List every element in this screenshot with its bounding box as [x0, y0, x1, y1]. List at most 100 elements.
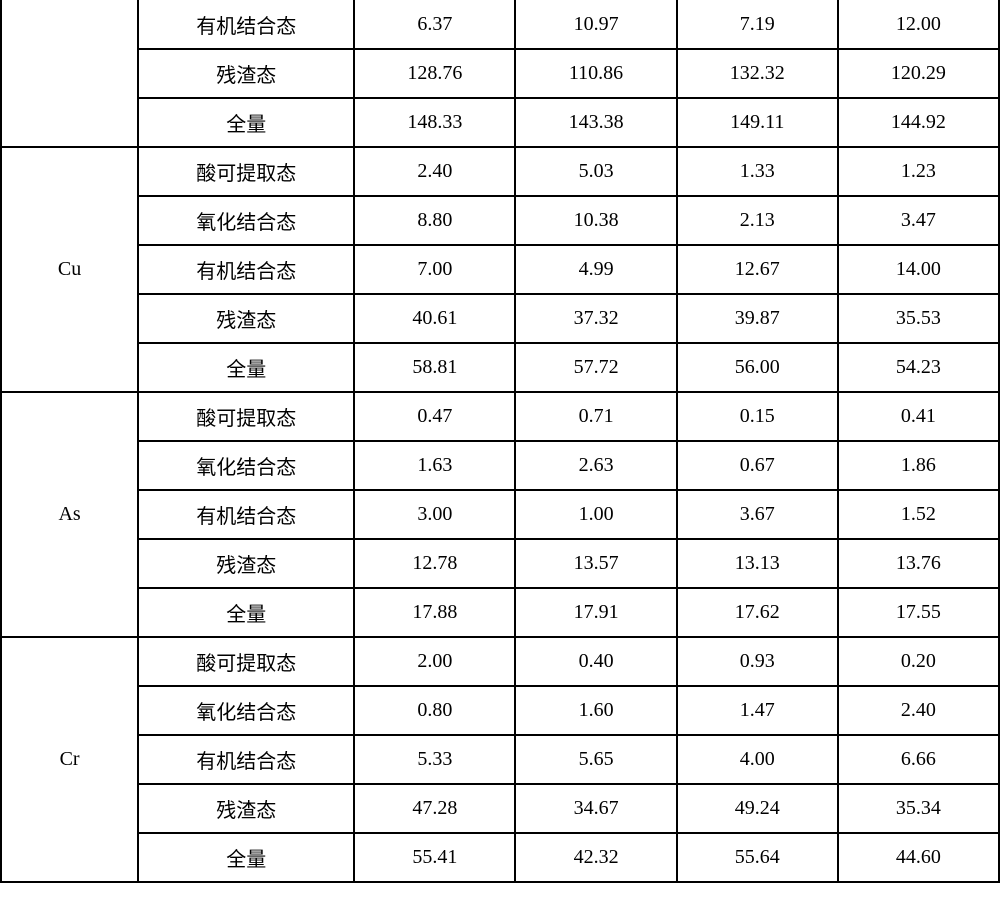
- value-cell: 5.03: [515, 147, 676, 196]
- table-row: 有机结合态 5.33 5.65 4.00 6.66: [1, 735, 999, 784]
- value-cell: 2.63: [515, 441, 676, 490]
- form-cell: 氧化结合态: [138, 441, 354, 490]
- value-cell: 37.32: [515, 294, 676, 343]
- value-cell: 47.28: [354, 784, 515, 833]
- value-cell: 1.23: [838, 147, 999, 196]
- value-cell: 55.41: [354, 833, 515, 882]
- value-cell: 1.47: [677, 686, 838, 735]
- value-cell: 4.00: [677, 735, 838, 784]
- value-cell: 0.67: [677, 441, 838, 490]
- value-cell: 58.81: [354, 343, 515, 392]
- form-cell: 全量: [138, 343, 354, 392]
- value-cell: 7.00: [354, 245, 515, 294]
- value-cell: 35.34: [838, 784, 999, 833]
- form-cell: 残渣态: [138, 294, 354, 343]
- form-cell: 有机结合态: [138, 735, 354, 784]
- value-cell: 0.80: [354, 686, 515, 735]
- value-cell: 12.67: [677, 245, 838, 294]
- form-cell: 有机结合态: [138, 0, 354, 49]
- value-cell: 0.93: [677, 637, 838, 686]
- value-cell: 42.32: [515, 833, 676, 882]
- value-cell: 12.78: [354, 539, 515, 588]
- value-cell: 14.00: [838, 245, 999, 294]
- table-row: 氧化结合态 0.80 1.60 1.47 2.40: [1, 686, 999, 735]
- table-row: 氧化结合态 8.80 10.38 2.13 3.47: [1, 196, 999, 245]
- value-cell: 39.87: [677, 294, 838, 343]
- value-cell: 1.63: [354, 441, 515, 490]
- value-cell: 0.47: [354, 392, 515, 441]
- value-cell: 1.60: [515, 686, 676, 735]
- value-cell: 54.23: [838, 343, 999, 392]
- value-cell: 17.55: [838, 588, 999, 637]
- value-cell: 40.61: [354, 294, 515, 343]
- element-cell: Cu: [1, 147, 138, 392]
- value-cell: 44.60: [838, 833, 999, 882]
- value-cell: 1.52: [838, 490, 999, 539]
- table-row: 有机结合态 7.00 4.99 12.67 14.00: [1, 245, 999, 294]
- form-cell: 残渣态: [138, 49, 354, 98]
- table-row: 残渣态 128.76 110.86 132.32 120.29: [1, 49, 999, 98]
- value-cell: 6.37: [354, 0, 515, 49]
- value-cell: 3.67: [677, 490, 838, 539]
- form-cell: 残渣态: [138, 784, 354, 833]
- value-cell: 8.80: [354, 196, 515, 245]
- element-cell: [1, 0, 138, 147]
- table-row: As 酸可提取态 0.47 0.71 0.15 0.41: [1, 392, 999, 441]
- form-cell: 氧化结合态: [138, 686, 354, 735]
- value-cell: 3.00: [354, 490, 515, 539]
- table-row: 有机结合态 6.37 10.97 7.19 12.00: [1, 0, 999, 49]
- value-cell: 57.72: [515, 343, 676, 392]
- table-row: 有机结合态 3.00 1.00 3.67 1.52: [1, 490, 999, 539]
- value-cell: 0.15: [677, 392, 838, 441]
- value-cell: 17.91: [515, 588, 676, 637]
- table-row: Cu 酸可提取态 2.40 5.03 1.33 1.23: [1, 147, 999, 196]
- value-cell: 49.24: [677, 784, 838, 833]
- value-cell: 7.19: [677, 0, 838, 49]
- value-cell: 35.53: [838, 294, 999, 343]
- form-cell: 全量: [138, 833, 354, 882]
- value-cell: 149.11: [677, 98, 838, 147]
- form-cell: 氧化结合态: [138, 196, 354, 245]
- value-cell: 132.32: [677, 49, 838, 98]
- form-cell: 有机结合态: [138, 245, 354, 294]
- value-cell: 2.13: [677, 196, 838, 245]
- value-cell: 5.33: [354, 735, 515, 784]
- table-row: 全量 55.41 42.32 55.64 44.60: [1, 833, 999, 882]
- value-cell: 120.29: [838, 49, 999, 98]
- value-cell: 17.62: [677, 588, 838, 637]
- value-cell: 13.76: [838, 539, 999, 588]
- form-cell: 酸可提取态: [138, 147, 354, 196]
- table-body: 有机结合态 6.37 10.97 7.19 12.00 残渣态 128.76 1…: [1, 0, 999, 882]
- value-cell: 1.00: [515, 490, 676, 539]
- element-cell: As: [1, 392, 138, 637]
- value-cell: 1.33: [677, 147, 838, 196]
- value-cell: 56.00: [677, 343, 838, 392]
- value-cell: 55.64: [677, 833, 838, 882]
- value-cell: 148.33: [354, 98, 515, 147]
- value-cell: 10.97: [515, 0, 676, 49]
- table-row: 全量 148.33 143.38 149.11 144.92: [1, 98, 999, 147]
- value-cell: 0.40: [515, 637, 676, 686]
- table-row: 残渣态 40.61 37.32 39.87 35.53: [1, 294, 999, 343]
- form-cell: 全量: [138, 588, 354, 637]
- value-cell: 4.99: [515, 245, 676, 294]
- value-cell: 13.13: [677, 539, 838, 588]
- table-row: 残渣态 47.28 34.67 49.24 35.34: [1, 784, 999, 833]
- value-cell: 128.76: [354, 49, 515, 98]
- value-cell: 0.41: [838, 392, 999, 441]
- form-cell: 残渣态: [138, 539, 354, 588]
- table-row: 残渣态 12.78 13.57 13.13 13.76: [1, 539, 999, 588]
- value-cell: 17.88: [354, 588, 515, 637]
- value-cell: 5.65: [515, 735, 676, 784]
- form-cell: 全量: [138, 98, 354, 147]
- data-table: 有机结合态 6.37 10.97 7.19 12.00 残渣态 128.76 1…: [0, 0, 1000, 883]
- form-cell: 酸可提取态: [138, 392, 354, 441]
- value-cell: 2.40: [354, 147, 515, 196]
- value-cell: 3.47: [838, 196, 999, 245]
- table-row: Cr 酸可提取态 2.00 0.40 0.93 0.20: [1, 637, 999, 686]
- value-cell: 12.00: [838, 0, 999, 49]
- value-cell: 1.86: [838, 441, 999, 490]
- value-cell: 143.38: [515, 98, 676, 147]
- table-row: 氧化结合态 1.63 2.63 0.67 1.86: [1, 441, 999, 490]
- value-cell: 2.00: [354, 637, 515, 686]
